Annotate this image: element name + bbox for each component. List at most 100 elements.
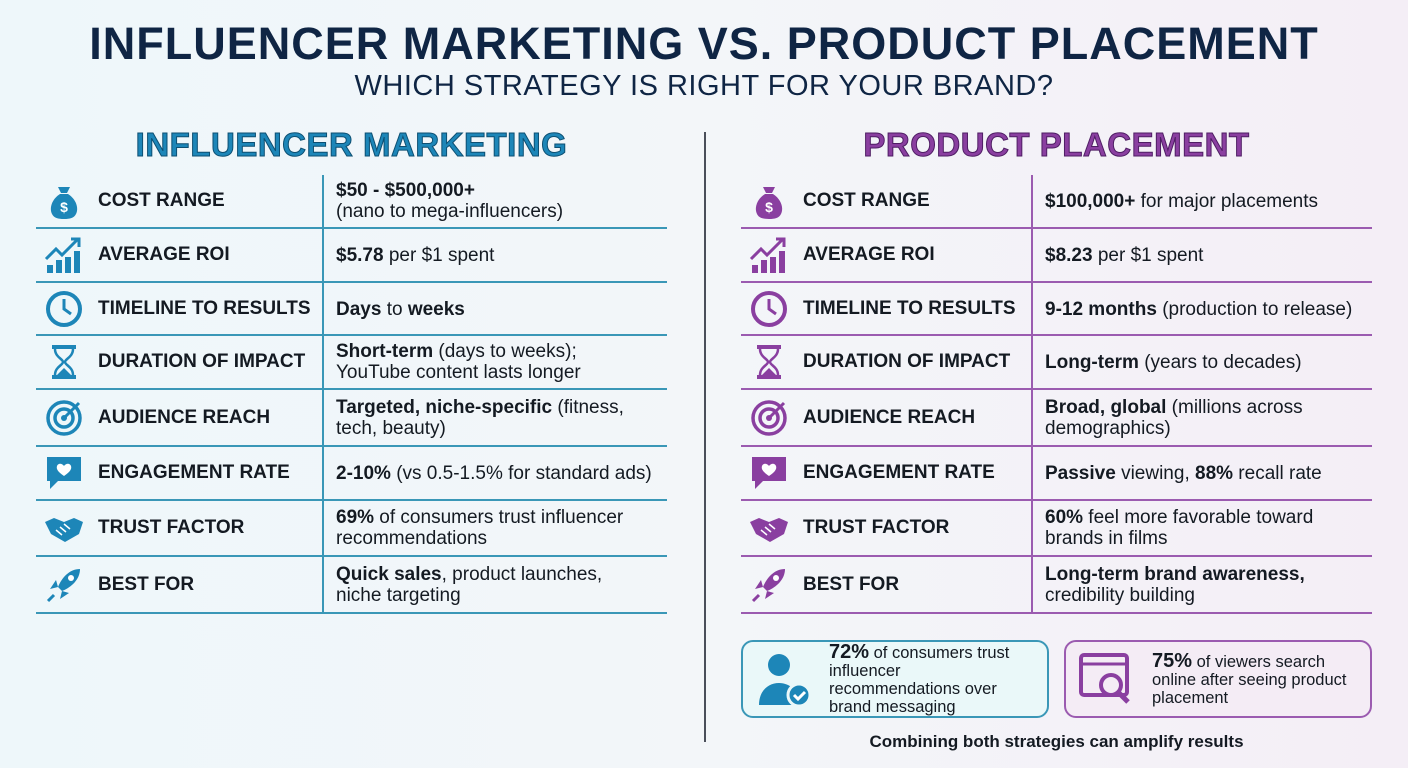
callout-text: 75% of viewers search online after seein… (1152, 651, 1358, 707)
value-highlight: Broad, global (1045, 396, 1167, 418)
value-text: YouTube content lasts longer (336, 362, 581, 383)
value-text: (millions across (1166, 396, 1303, 418)
rocket-icon (751, 568, 785, 602)
table-row: TIMELINE TO RESULTS 9-12 months (producti… (741, 283, 1372, 336)
value-text: recall rate (1233, 463, 1322, 484)
row-label-best-for: BEST FOR (98, 573, 195, 595)
row-value-cost-range: $100,000+ for major placements (1045, 191, 1318, 212)
value-highlight: $50 - $500,000+ (336, 180, 475, 201)
value-highlight: Targeted, niche-specific (336, 396, 553, 418)
table-row: DURATION OF IMPACT Long-term (years to de… (741, 336, 1372, 390)
table-row: DURATION OF IMPACT Short-term (days to we… (36, 336, 667, 390)
row-label-audience-reach: AUDIENCE REACH (803, 406, 976, 428)
value-text: , product launches, (441, 563, 603, 585)
page-title: INFLUENCER MARKETING VS. PRODUCT PLACEME… (89, 18, 1319, 69)
value-text: (nano to mega-influencers) (336, 201, 564, 222)
value-text: per $1 spent (383, 245, 495, 266)
column-divider (1031, 175, 1033, 614)
row-label-engagement-rate: ENGAGEMENT RATE (98, 462, 290, 483)
row-value-trust-factor: 69% of consumers trust influencer recomme… (336, 507, 623, 549)
value-text: of consumers trust influencer (374, 507, 624, 528)
row-label-duration-of-impact: DURATION OF IMPACT (98, 351, 306, 372)
row-label-average-roi: AVERAGE ROI (98, 244, 230, 265)
influencer-table: $ COST RANGE $50 - $500,000+ (nano to mega-… (36, 175, 667, 614)
value-highlight: Short-term (336, 341, 434, 362)
table-row: TRUST FACTOR 69% of consumers trust influ… (36, 501, 667, 557)
value-text: (days to weeks); (433, 341, 577, 362)
placement-stat-callout: 75% of viewers search online after seein… (1064, 640, 1372, 718)
row-value-trust-factor: 60% feel more favorable toward brands in … (1045, 507, 1313, 549)
handshake-icon (45, 518, 83, 542)
row-value-best-for: Long-term brand awareness, credibility bu… (1045, 564, 1305, 606)
rocket-icon (46, 568, 80, 602)
page-subtitle: WHICH STRATEGY IS RIGHT FOR YOUR BRAND? (354, 70, 1054, 102)
value-text: niche targeting (336, 584, 461, 606)
callout-text: 72% of consumers trust influencer recomm… (829, 640, 1035, 716)
svg-text:$: $ (765, 199, 773, 215)
table-row: AUDIENCE REACH Broad, global (millions ac… (741, 390, 1372, 447)
row-label-timeline-to-results: TIMELINE TO RESULTS (803, 297, 1016, 319)
center-divider (704, 132, 706, 742)
column-divider (322, 175, 324, 614)
row-label-trust-factor: TRUST FACTOR (98, 517, 245, 538)
callout-description: of consumers trust influencer recommenda… (829, 643, 1010, 716)
row-label-duration-of-impact: DURATION OF IMPACT (803, 351, 1011, 372)
influencer-stat-callout: 72% of consumers trust influencer recomm… (741, 640, 1049, 718)
row-label-trust-factor: TRUST FACTOR (803, 517, 950, 538)
table-row: AVERAGE ROI $8.23 per $1 spent (741, 229, 1372, 283)
value-highlight: 60% (1045, 507, 1084, 528)
target-icon (751, 399, 787, 436)
svg-text:$: $ (60, 199, 68, 215)
row-value-best-for: Quick sales, product launches, niche targ… (336, 564, 602, 606)
table-row: $ COST RANGE $100,000+ for major placement… (741, 175, 1372, 229)
browser-search-icon (1079, 653, 1130, 704)
row-value-cost-range: $50 - $500,000+ (nano to mega-influencers… (336, 180, 563, 222)
table-row: ENGAGEMENT RATE Passive viewing, 88% reca… (741, 447, 1372, 501)
row-value-audience-reach: Broad, global (millions across demographi… (1045, 397, 1303, 439)
money-bag-icon: $ (755, 187, 783, 219)
growth-chart-icon (749, 237, 786, 273)
row-label-cost-range: COST RANGE (98, 190, 225, 211)
row-label-audience-reach: AUDIENCE REACH (98, 406, 271, 428)
clock-icon (46, 290, 82, 327)
value-text: recommendations (336, 528, 488, 549)
placement-table: $ COST RANGE $100,000+ for major placement… (741, 175, 1372, 614)
table-row: TRUST FACTOR 60% feel more favorable towa… (741, 501, 1372, 557)
table-row: TIMELINE TO RESULTS Days to weeks (36, 283, 667, 336)
value-text: tech, beauty) (336, 417, 446, 439)
clock-icon (751, 290, 787, 327)
value-text: demographics) (1045, 417, 1171, 439)
row-label-best-for: BEST FOR (803, 573, 900, 595)
value-text: to (381, 298, 408, 320)
value-highlight: Long-term (1045, 352, 1139, 373)
callout-stat: 72% (829, 640, 870, 663)
table-row: BEST FOR Quick sales, product launches, ni… (36, 557, 667, 614)
table-row: BEST FOR Long-term brand awareness, credib… (741, 557, 1372, 614)
value-highlight: Passive (1045, 463, 1116, 484)
value-text: (years to decades) (1138, 352, 1302, 373)
row-label-average-roi: AVERAGE ROI (803, 244, 935, 265)
value-highlight: Quick sales (336, 563, 442, 585)
value-text: (production to release) (1156, 298, 1353, 320)
table-row: $ COST RANGE $50 - $500,000+ (nano to mega-… (36, 175, 667, 229)
row-value-duration-of-impact: Long-term (years to decades) (1045, 352, 1302, 373)
row-label-cost-range: COST RANGE (803, 190, 930, 211)
value-highlight: Days (336, 298, 382, 320)
value-text: per $1 spent (1092, 245, 1204, 266)
row-value-duration-of-impact: Short-term (days to weeks); YouTube conte… (336, 341, 581, 383)
row-value-timeline-to-results: 9-12 months (production to release) (1045, 299, 1352, 320)
row-value-engagement-rate: Passive viewing, 88% recall rate (1045, 463, 1322, 484)
growth-chart-icon (44, 237, 81, 273)
hourglass-icon (52, 345, 76, 379)
heart-chat-icon (752, 457, 786, 489)
row-value-engagement-rate: 2-10% (vs 0.5-1.5% for standard ads) (336, 463, 652, 484)
table-row: ENGAGEMENT RATE 2-10% (vs 0.5-1.5% for st… (36, 447, 667, 501)
target-icon (46, 399, 82, 436)
value-highlight: 88% (1195, 463, 1234, 484)
verified-user-icon (759, 654, 812, 708)
row-value-average-roi: $8.23 per $1 spent (1045, 245, 1203, 266)
value-text: brands in films (1045, 528, 1168, 549)
value-text: (fitness, (552, 396, 624, 418)
hourglass-icon (757, 345, 781, 379)
value-highlight: $8.23 (1045, 245, 1093, 266)
